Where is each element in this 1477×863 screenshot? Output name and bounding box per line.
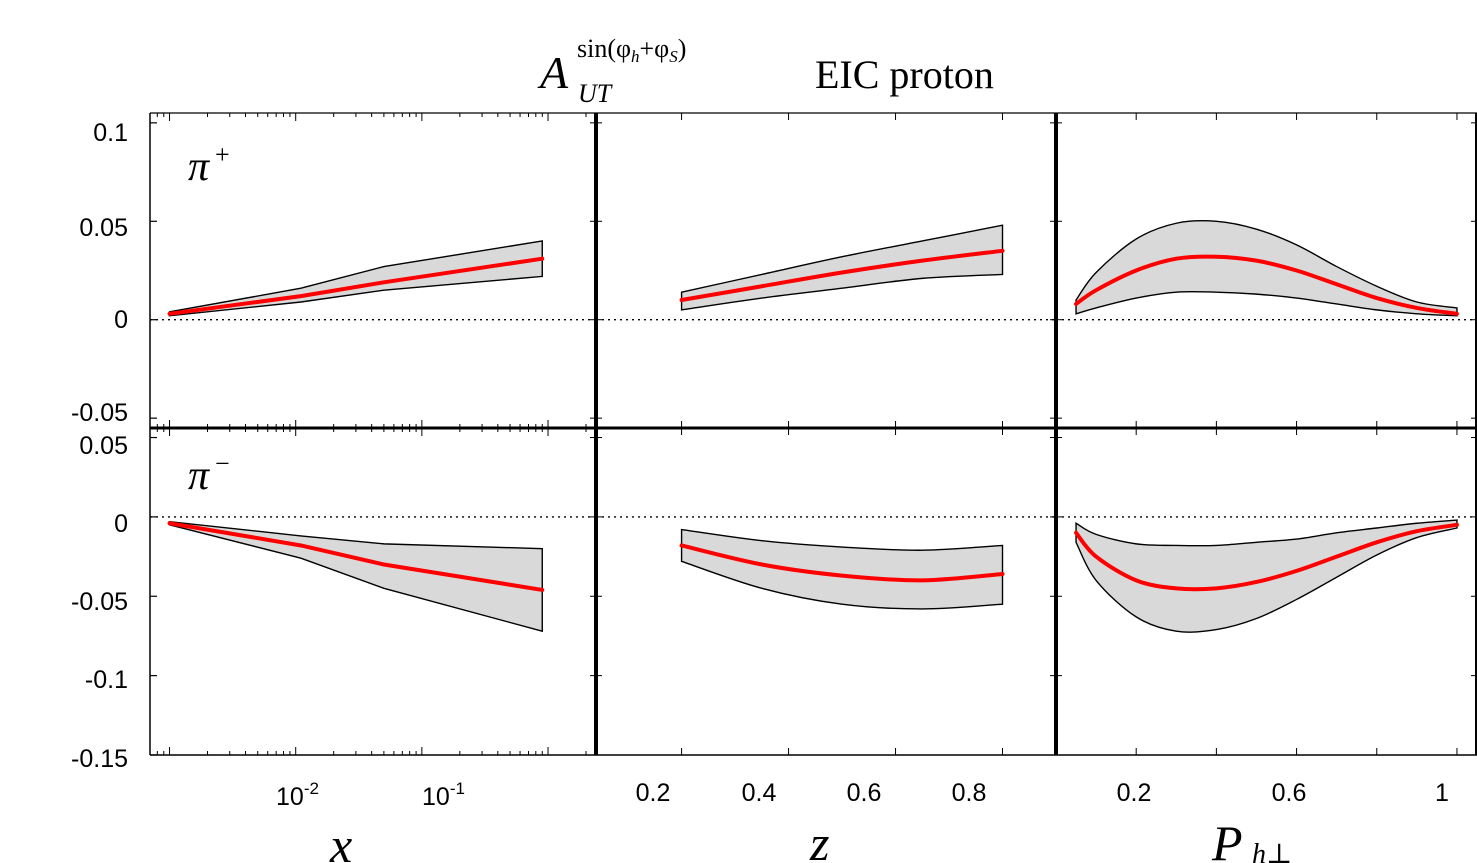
- y-tick-labels-bottom: 0.05 0 -0.05 -0.1 -0.15: [71, 432, 128, 773]
- x-tick-label: 10-2: [276, 779, 319, 811]
- x-tick-labels-pt: 0.2 0.6 1: [1117, 779, 1449, 807]
- x-tick-label: 0.6: [847, 779, 882, 807]
- x-axis-label-x: x: [329, 817, 352, 863]
- y-tick-label: 0.1: [93, 119, 128, 147]
- svg-text:P: P: [1211, 815, 1243, 863]
- uncertainty-band: [168, 520, 543, 633]
- y-tick-label: -0.15: [71, 745, 128, 773]
- y-tick-label: 0: [114, 306, 128, 334]
- title-superscript: sin(φh+φS): [577, 34, 686, 66]
- title-symbol: A: [537, 47, 569, 98]
- y-tick-labels-top: 0.1 0.05 0 -0.05: [71, 119, 128, 427]
- svg-text:π: π: [188, 144, 210, 190]
- y-tick-label: 0: [114, 510, 128, 538]
- title-subscript: UT: [578, 79, 613, 108]
- uncertainty-band: [680, 528, 1004, 610]
- panel-frames: [149, 112, 1477, 756]
- x-tick-labels-z: 0.2 0.4 0.6 0.8: [636, 779, 987, 807]
- label-pi-minus: π −: [188, 449, 230, 499]
- y-tick-label: 0.05: [79, 214, 128, 242]
- central-curve: [679, 248, 1005, 303]
- x-tick-label: 0.2: [636, 779, 671, 807]
- y-tick-label: -0.05: [71, 588, 128, 616]
- panel-pi_plus_x: [149, 113, 596, 428]
- panel-pi_plus_z: [596, 113, 1056, 428]
- title-text: EIC proton: [815, 52, 994, 97]
- x-tick-label: 0.6: [1272, 779, 1307, 807]
- x-tick-label: 0.4: [742, 779, 777, 807]
- x-tick-label: 0.8: [952, 779, 987, 807]
- y-tick-label: 0.05: [79, 432, 128, 460]
- y-tick-label: -0.1: [85, 666, 128, 694]
- svg-text:π: π: [188, 453, 210, 499]
- central-curve: [1074, 254, 1459, 316]
- central-curve: [679, 543, 1005, 583]
- svg-text:h⊥: h⊥: [1252, 839, 1292, 863]
- svg-text:−: −: [215, 449, 230, 478]
- svg-text:+: +: [215, 140, 230, 169]
- label-pi-plus: π +: [188, 140, 230, 190]
- x-axis-label-z: z: [809, 815, 829, 863]
- x-tick-labels-x: 10-2 10-1: [276, 779, 465, 811]
- uncertainty-band: [168, 240, 543, 317]
- panel-pi_minus_pt: [1056, 428, 1477, 756]
- central-curve: [167, 521, 545, 592]
- central-curve: [167, 256, 545, 316]
- chart-title: A UT sin(φh+φS) EIC proton: [537, 34, 994, 108]
- x-tick-label: 1: [1435, 779, 1449, 807]
- x-tick-label: 10-1: [422, 779, 465, 811]
- panel-pi_minus_z: [596, 428, 1056, 756]
- x-tick-label: 0.2: [1117, 779, 1152, 807]
- uncertainty-band: [1075, 219, 1458, 317]
- uncertainty-band: [680, 224, 1004, 311]
- panel-pi_plus_pt: [1056, 113, 1477, 428]
- central-curve: [1074, 522, 1459, 592]
- panels: [149, 112, 1477, 756]
- y-tick-label: -0.05: [71, 399, 128, 427]
- x-axis-label-pt: P h⊥: [1211, 815, 1292, 863]
